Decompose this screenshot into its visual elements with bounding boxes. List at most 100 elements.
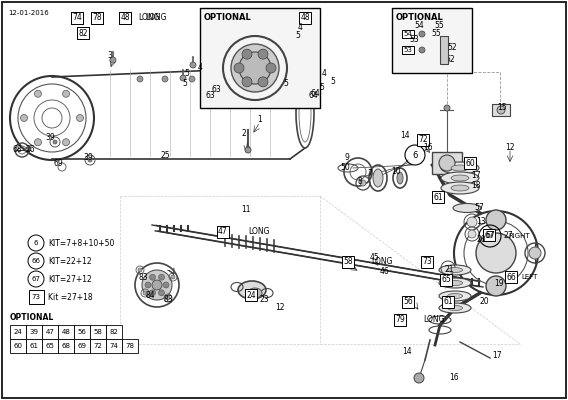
Text: 67: 67 [485,232,495,240]
Ellipse shape [439,291,471,301]
Text: 15: 15 [497,104,507,112]
Text: 66: 66 [506,272,516,282]
Text: 64: 64 [310,88,320,98]
Text: 65: 65 [441,276,451,284]
Circle shape [419,47,425,53]
Bar [29,290,44,304]
Circle shape [234,63,244,73]
Ellipse shape [448,268,462,272]
Text: 19: 19 [494,278,504,288]
Bar [106,325,122,339]
Bar [42,339,58,353]
Text: 5: 5 [185,68,190,78]
Text: 17: 17 [492,350,502,360]
Text: 7: 7 [367,170,373,178]
Circle shape [143,291,147,295]
Circle shape [242,49,252,59]
Text: 2: 2 [241,130,247,138]
Bar [90,339,106,353]
Text: 13: 13 [476,218,486,226]
Ellipse shape [441,162,479,174]
Text: 25: 25 [160,150,170,160]
Text: 39: 39 [83,152,93,162]
Bar [432,152,462,174]
Circle shape [258,77,268,87]
Bar [122,339,138,353]
Text: 54: 54 [404,31,412,37]
Text: LONG: LONG [423,316,445,324]
Text: 68: 68 [12,146,22,154]
Text: LONG: LONG [138,14,160,22]
Text: 5: 5 [331,78,336,86]
Bar [74,325,90,339]
Circle shape [138,268,142,272]
Circle shape [439,155,455,171]
Circle shape [145,282,151,288]
Text: 48: 48 [120,14,130,22]
Text: 61: 61 [443,298,453,306]
Text: KIT=27+12: KIT=27+12 [48,274,92,284]
Text: Kit =27+18: Kit =27+18 [48,292,93,302]
Text: 64: 64 [308,90,318,100]
Text: OPTIONAL: OPTIONAL [204,14,252,22]
Text: 46: 46 [379,268,389,276]
Text: 6: 6 [34,240,38,246]
Text: 24: 24 [246,290,256,300]
Text: RIGHT: RIGHT [508,233,529,239]
Bar [74,339,90,353]
Text: 66: 66 [31,258,40,264]
Text: 24: 24 [14,329,22,335]
Ellipse shape [439,278,471,288]
Text: 12: 12 [275,304,285,312]
Text: 82: 82 [78,28,87,38]
Bar [58,325,74,339]
Circle shape [190,62,196,68]
Circle shape [189,76,195,82]
Bar [200,8,320,108]
Text: 12: 12 [506,144,515,152]
Text: 47: 47 [45,329,55,335]
Text: 58: 58 [343,258,353,266]
Ellipse shape [441,182,479,194]
Text: 73: 73 [31,294,40,300]
Bar [90,325,106,339]
Text: 10: 10 [391,166,401,176]
Bar [106,339,122,353]
Text: 48: 48 [300,14,310,22]
Text: 48: 48 [61,329,70,335]
Text: 5: 5 [320,84,324,92]
Ellipse shape [397,172,403,184]
Text: 63: 63 [205,90,215,100]
Text: 4: 4 [321,68,327,78]
Text: 27: 27 [503,232,513,240]
Bar [42,325,58,339]
Text: 74: 74 [72,14,82,22]
Circle shape [35,139,41,146]
Ellipse shape [451,175,469,181]
Text: KIT=7+8+10+50: KIT=7+8+10+50 [48,238,114,248]
Bar [492,104,510,116]
Circle shape [245,147,251,153]
Circle shape [142,270,172,300]
Text: 57: 57 [474,204,484,212]
Text: 53: 53 [409,36,419,44]
Text: 3: 3 [107,50,112,60]
Circle shape [149,274,156,280]
Ellipse shape [439,265,471,275]
Circle shape [467,217,477,227]
Circle shape [166,296,170,300]
Ellipse shape [453,204,481,212]
Circle shape [231,44,279,92]
Bar [440,36,448,64]
Text: 48: 48 [120,14,130,22]
Circle shape [360,180,366,186]
Circle shape [162,76,168,82]
Text: 69: 69 [77,343,86,349]
Circle shape [137,76,143,82]
Text: 14: 14 [400,130,410,140]
Circle shape [20,114,27,122]
Text: 61: 61 [433,192,443,202]
Text: 39: 39 [45,132,55,142]
Text: 26: 26 [25,146,35,154]
Circle shape [267,76,273,82]
